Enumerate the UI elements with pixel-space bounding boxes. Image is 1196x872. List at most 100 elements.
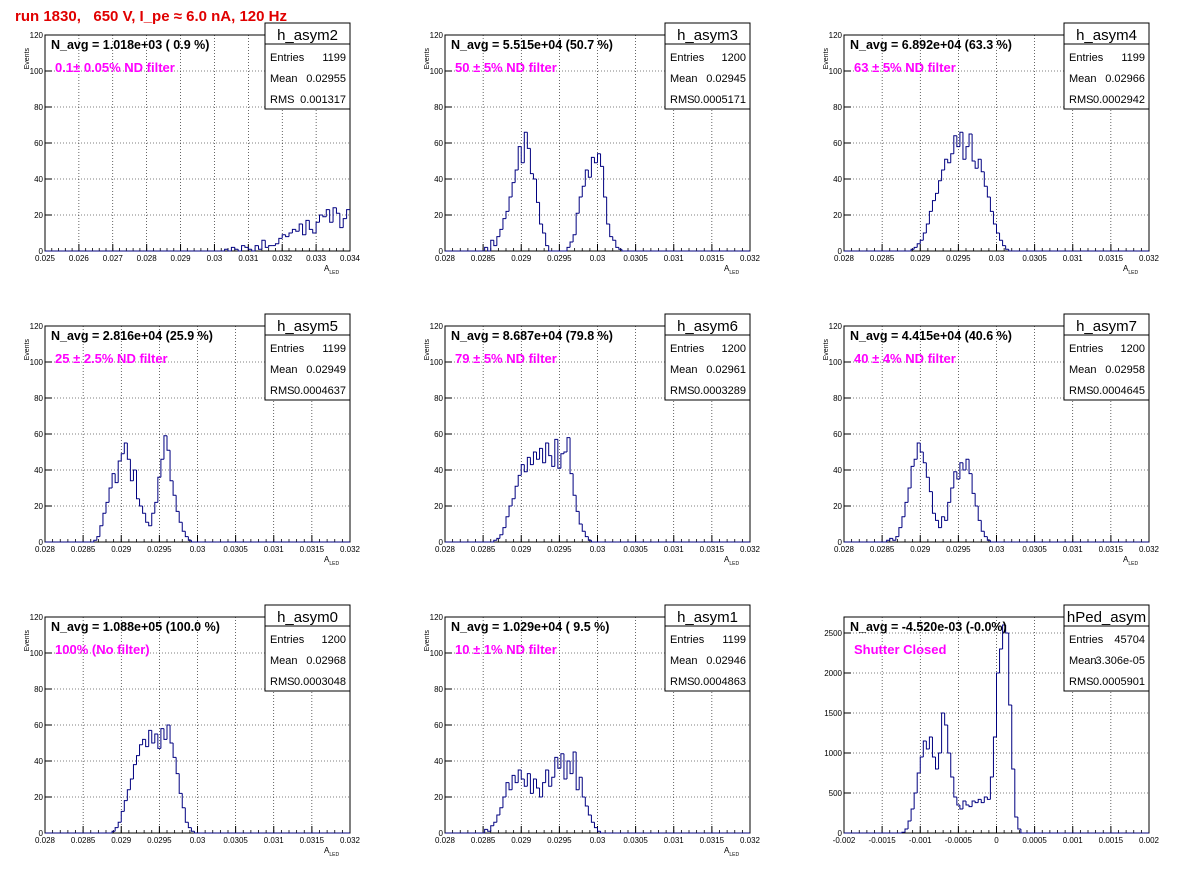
x-axis-label-main: A	[1123, 264, 1129, 273]
filter-note: 0.1± 0.05% ND filter	[55, 60, 175, 75]
histogram-bin	[523, 464, 528, 473]
histogram-bin	[322, 215, 327, 218]
y-tick-label: 20	[833, 502, 842, 511]
histogram-bin	[928, 477, 933, 493]
histogram-bars	[45, 724, 350, 834]
y-tick-label: 100	[829, 358, 843, 367]
histogram-bin	[298, 223, 303, 232]
x-tick-label: 0.0295	[547, 836, 572, 845]
x-tick-label: 0.0285	[471, 545, 496, 554]
filter-note: Shutter Closed	[854, 642, 947, 657]
histogram-bin	[977, 506, 982, 521]
stat-value: 0.02958	[1105, 364, 1145, 376]
histogram-bin	[986, 797, 991, 800]
histogram-bin	[536, 779, 540, 789]
y-tick-label: 100	[829, 67, 843, 76]
histogram-bin	[542, 224, 546, 234]
y-tick-label: 2000	[824, 669, 842, 678]
stat-value: 0.02961	[706, 364, 746, 376]
histogram-bin	[922, 740, 927, 757]
histogram-bin	[593, 157, 598, 164]
histogram-bin	[505, 210, 510, 219]
stats-box: h_asym4 Entries 1199 Mean 0.02966 RMS 0.000294…	[1063, 22, 1150, 110]
histogram-bin	[554, 756, 558, 778]
histogram-bin	[499, 807, 503, 815]
histogram-bin	[980, 159, 985, 173]
histogram-bin	[989, 540, 994, 543]
histogram-bin	[572, 234, 577, 242]
stat-label: Entries	[1069, 634, 1104, 646]
histogram-bin	[160, 728, 164, 749]
histogram-bin	[172, 480, 177, 496]
histogram-bin	[136, 470, 140, 500]
x-tick-label: 0.029	[910, 545, 931, 554]
x-axis-label-sub: LED	[1128, 561, 1138, 567]
histogram-panel-h_asym2: 0.025 0.026 0.027 0.028 0.029 0.03 0.031 0.032 0…	[24, 22, 361, 276]
histogram-bin	[977, 798, 982, 803]
stats-box-frame	[264, 313, 351, 401]
x-axis-label: ALED	[724, 264, 739, 276]
stat-label: RMS	[270, 94, 294, 106]
x-tick-label: 0.0315	[300, 836, 325, 845]
histogram-bin	[154, 501, 158, 514]
histogram-bin	[517, 146, 522, 170]
histogram-bin	[132, 469, 137, 481]
histogram-bin	[529, 457, 534, 466]
x-tick-label: 0.0305	[623, 254, 648, 263]
x-tick-label: 0.0295	[946, 254, 971, 263]
histogram-bin	[965, 801, 970, 806]
y-axis-label: Events	[424, 630, 431, 652]
histogram-bin	[916, 243, 921, 248]
n-avg-label: N_avg = 2.816e+04 (25.9 %)	[51, 329, 213, 343]
histogram-bin	[268, 245, 273, 248]
histogram-bin	[919, 756, 924, 773]
histogram-bin	[142, 506, 146, 514]
y-tick-label: 40	[833, 466, 842, 475]
histogram-bin	[968, 459, 973, 475]
histogram-bin	[148, 729, 152, 747]
stats-box-title: h_asym3	[677, 27, 738, 44]
histogram-bin	[254, 245, 259, 251]
x-axis-label-main: A	[324, 264, 330, 273]
x-tick-label: 0.0305	[1022, 254, 1047, 263]
histogram-bin	[514, 169, 519, 183]
x-tick-label: 0.031	[1063, 254, 1084, 263]
stats-box-title: h_asym0	[277, 609, 338, 626]
y-zero-label: 0	[838, 538, 843, 547]
histogram-bin	[502, 218, 506, 230]
histogram-bin	[187, 822, 192, 829]
stats-box-frame	[664, 313, 751, 401]
histogram-bin	[145, 513, 149, 523]
histogram-bin	[123, 800, 128, 812]
histogram-bin	[237, 249, 242, 252]
histogram-bin	[166, 435, 171, 451]
stats-box-frame	[1063, 604, 1150, 692]
histogram-panel-h_asym4: 0.028 0.0285 0.029 0.0295 0.03 0.0305 0.031 0.0…	[823, 22, 1160, 276]
x-axis-label-main: A	[724, 555, 730, 564]
histogram-bin	[593, 822, 598, 829]
histogram-bin	[931, 491, 936, 514]
histogram-bin	[490, 825, 494, 832]
histogram-bin	[136, 755, 140, 765]
histogram-bin	[992, 211, 997, 225]
x-tick-label: 0.028	[35, 836, 56, 845]
y-zero-label: 0	[39, 538, 44, 547]
histogram-bin	[566, 760, 571, 779]
n-avg-label: N_avg = 1.029e+04 ( 9.5 %)	[451, 620, 609, 634]
x-tick-label: 0.034	[340, 254, 361, 263]
histogram-bin	[965, 458, 970, 470]
histogram-bin	[560, 753, 564, 769]
n-avg-label: N_avg = 6.892e+04 (63.3 %)	[850, 38, 1012, 52]
x-axis-label: ALED	[324, 264, 339, 276]
histogram-bin	[181, 522, 186, 532]
histogram-bin	[950, 487, 954, 503]
histogram-bin	[234, 247, 239, 250]
histogram-bin	[499, 534, 503, 539]
x-tick-label: 0.03	[207, 254, 223, 263]
y-tick-label: 120	[30, 613, 44, 622]
histogram-bin	[590, 540, 595, 543]
x-tick-label: 0.0295	[147, 545, 172, 554]
stat-label: Entries	[270, 634, 305, 646]
histogram-bin	[545, 233, 549, 247]
histogram-bin	[175, 495, 180, 512]
